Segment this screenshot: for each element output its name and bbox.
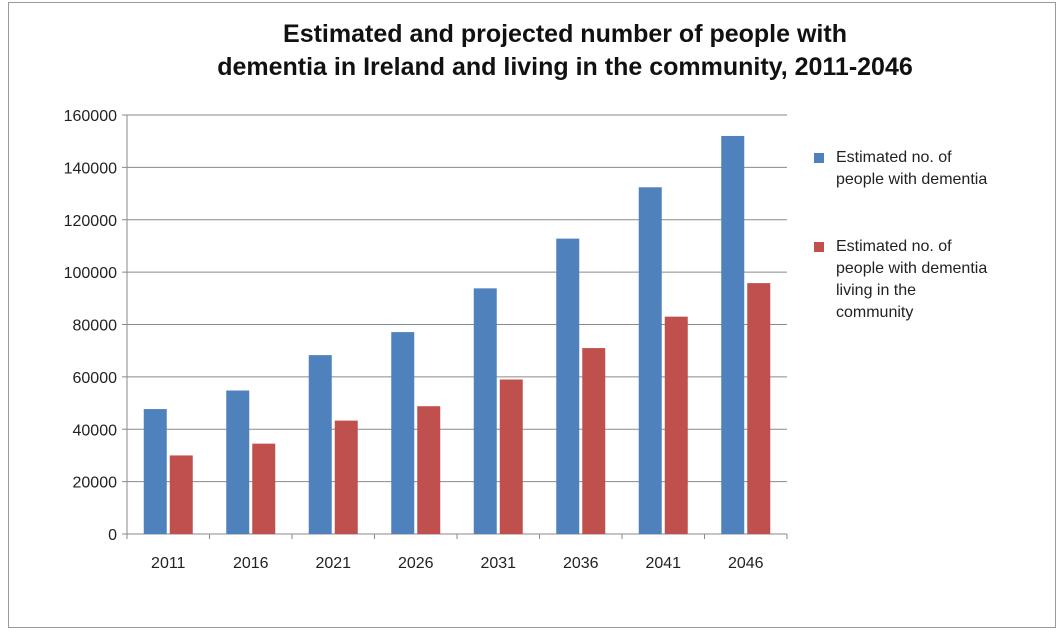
x-tick-label: 2046 (728, 555, 764, 572)
legend-label-line: Estimated no. of (836, 238, 952, 255)
y-tick-label: 0 (108, 527, 117, 544)
bar-community (664, 316, 688, 534)
x-tick-label: 2041 (645, 555, 681, 572)
x-tick-label: 2026 (398, 555, 434, 572)
chart-legend: Estimated no. of people with dementia Es… (812, 147, 1052, 369)
bar-dementia (308, 355, 332, 534)
x-tick-label: 2016 (233, 555, 269, 572)
bar-community (747, 283, 771, 534)
bar-community (417, 406, 441, 534)
x-tick-label: 2011 (151, 555, 186, 572)
bar-community (582, 348, 606, 534)
legend-label-line: living in the (836, 282, 917, 299)
y-tick-label: 60000 (73, 370, 118, 387)
x-tick-label: 2021 (315, 555, 351, 572)
bar-community (499, 379, 523, 534)
y-tick-label: 80000 (73, 318, 118, 335)
bar-dementia (721, 135, 745, 534)
x-tick-label: 2031 (480, 555, 516, 572)
y-tick-label: 140000 (64, 160, 117, 177)
y-tick-label: 160000 (64, 108, 117, 125)
legend-item-community: Estimated no. of people with dementia li… (812, 236, 1052, 324)
bar-dementia (473, 288, 497, 534)
y-tick-label: 40000 (73, 422, 118, 439)
chart-title: Estimated and projected number of people… (150, 18, 980, 84)
chart-title-line-1: Estimated and projected number of people… (283, 20, 847, 48)
legend-label-line: people with dementia (836, 260, 988, 277)
bar-community (252, 443, 276, 534)
legend-item-dementia: Estimated no. of people with dementia (812, 147, 1052, 191)
legend-label-line: Estimated no. of (836, 149, 952, 166)
legend-swatch-dementia (814, 153, 824, 163)
bar-community (169, 455, 193, 534)
bar-dementia (556, 238, 580, 535)
bar-community (334, 420, 358, 534)
bar-dementia (638, 187, 662, 534)
bar-dementia (391, 332, 415, 534)
legend-label-line: community (836, 304, 914, 321)
chart-title-line-2: dementia in Ireland and living in the co… (217, 53, 913, 81)
y-tick-label: 20000 (73, 475, 118, 492)
bar-dementia (226, 390, 250, 534)
y-tick-label: 100000 (64, 265, 117, 282)
x-tick-label: 2036 (563, 555, 599, 572)
bar-dementia (143, 409, 167, 534)
legend-swatch-community (814, 242, 824, 252)
legend-label-line: people with dementia (836, 171, 988, 188)
y-tick-label: 120000 (64, 213, 117, 230)
